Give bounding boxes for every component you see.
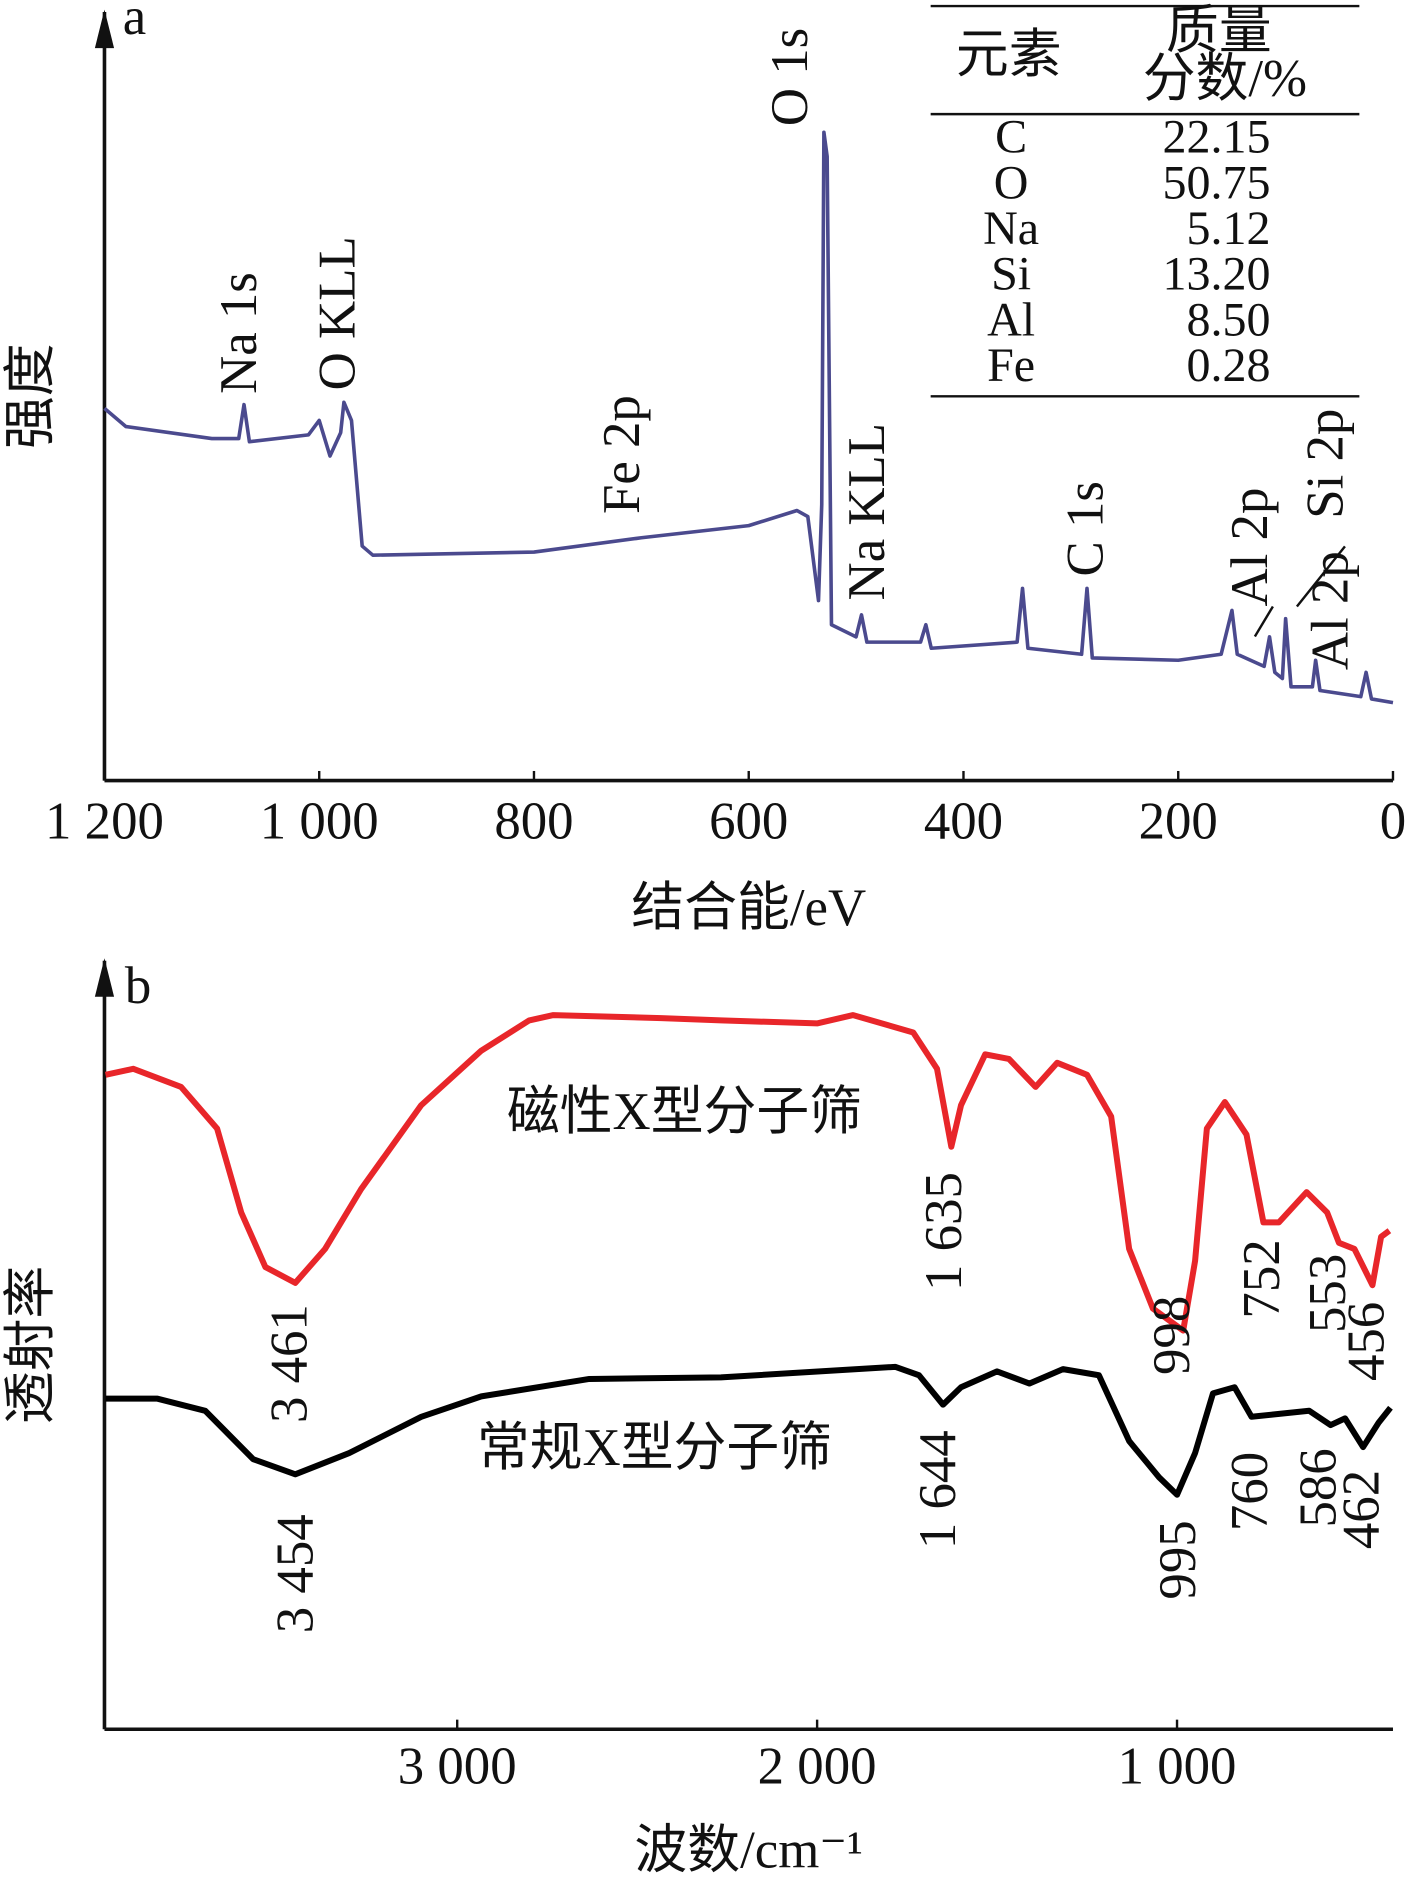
peak-label: 995 — [1149, 1520, 1207, 1599]
peak-label: 752 — [1233, 1239, 1291, 1318]
x-tick-label: 2 000 — [758, 1737, 877, 1795]
peak-label: 常规X型分子筛 — [477, 1419, 832, 1477]
peak-label: 462 — [1333, 1470, 1391, 1549]
x-tick-label: 800 — [494, 792, 573, 850]
peak-label: Na 1s — [210, 272, 268, 394]
peak-label: 3 454 — [266, 1514, 324, 1633]
leader-line — [1295, 545, 1346, 608]
x-axis-label: 波数/cm⁻¹ — [634, 1821, 863, 1879]
peak-label: Al 2p — [1301, 551, 1359, 670]
peak-label: Na KLL — [838, 423, 896, 601]
y-axis-label: 透射率 — [2, 1266, 60, 1424]
peak-label: 磁性X型分子筛 — [507, 1083, 862, 1141]
table-cell: 8.50 — [1186, 293, 1270, 346]
table-rules — [930, 4, 1360, 638]
peak-label: 998 — [1143, 1296, 1201, 1375]
x-tick-label: 0 — [1380, 792, 1406, 850]
peak-label: 586 — [1289, 1448, 1347, 1527]
table-cell: C — [995, 111, 1027, 164]
table-header: 元素 — [956, 26, 1062, 84]
table-cell: 0.28 — [1186, 339, 1270, 392]
peak-label: 456 — [1337, 1302, 1395, 1381]
table-cell: O — [994, 156, 1029, 209]
spectrum-line — [104, 1012, 1392, 1334]
table-cell: 5.12 — [1186, 202, 1270, 255]
peak-label: Si 2p — [1297, 409, 1355, 519]
x-tick-label: 200 — [1139, 792, 1218, 850]
peak-label: 1 644 — [909, 1430, 967, 1549]
panel-letter: b — [125, 957, 151, 1015]
table-cell: 13.20 — [1162, 248, 1270, 301]
peak-label: Al 2p — [1221, 488, 1279, 607]
peak-label: 760 — [1221, 1452, 1279, 1531]
table-cell: Si — [991, 248, 1031, 301]
leader-line — [1253, 605, 1274, 638]
table-header: 质量 — [1166, 2, 1272, 60]
y-axis-label: 强度 — [2, 343, 60, 449]
table-cell: Fe — [987, 339, 1035, 392]
x-tick-label: 1 000 — [260, 792, 379, 850]
x-tick-label: 1 000 — [1118, 1737, 1237, 1795]
peak-label: 1 635 — [915, 1172, 973, 1291]
spectrum-line — [103, 130, 1394, 705]
x-tick-label: 1 200 — [45, 792, 164, 850]
peak-label: O KLL — [308, 236, 366, 390]
peak-label: 3 461 — [260, 1304, 318, 1423]
y-axis-arrow — [94, 9, 115, 49]
peak-label: O 1s — [761, 28, 819, 126]
x-tick-label: 600 — [709, 792, 788, 850]
table-cell: 22.15 — [1162, 111, 1270, 164]
peak-label: 553 — [1299, 1254, 1357, 1333]
table-cell: 50.75 — [1162, 156, 1270, 209]
y-axis-arrow — [94, 958, 115, 997]
table-cell: Al — [987, 293, 1035, 346]
x-tick-label: 400 — [924, 792, 1003, 850]
table-header: 分数/% — [1143, 50, 1307, 108]
spectrum-line — [105, 1363, 1393, 1498]
table-cell: Na — [983, 202, 1039, 255]
panel-letter: a — [123, 0, 146, 46]
peak-label: C 1s — [1056, 481, 1114, 576]
x-axis-label: 结合能/eV — [631, 879, 866, 937]
peak-label: Fe 2p — [593, 395, 651, 514]
x-tick-label: 3 000 — [398, 1737, 517, 1795]
